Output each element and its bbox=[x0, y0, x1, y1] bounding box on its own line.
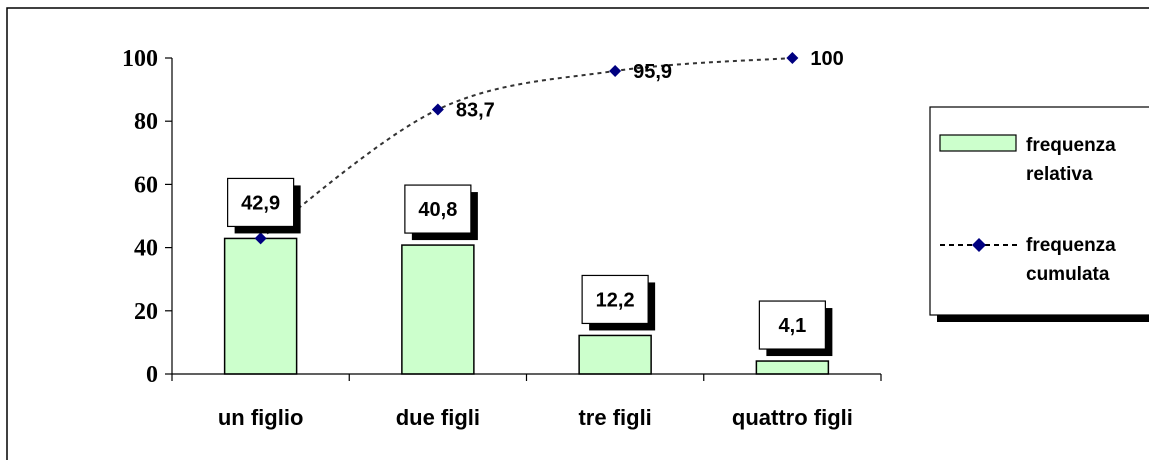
bar-label-box-2 bbox=[581, 274, 649, 325]
legend-label-cumulata-1: frequenza bbox=[1026, 235, 1116, 256]
cumulative-value-label-1: 83,7 bbox=[456, 100, 495, 122]
bar-value-label-3: 4,1 bbox=[778, 315, 806, 337]
line-labels-layer: 83,7 95,9 100 bbox=[456, 48, 844, 122]
legend-marker-cumulata bbox=[972, 238, 986, 252]
bar-2 bbox=[578, 334, 652, 375]
bar-label-box-3 bbox=[758, 300, 826, 350]
legend-label-relativa-2: relativa bbox=[1026, 164, 1093, 185]
y-tick-label-2: 40 bbox=[134, 236, 158, 262]
y-ticks-layer: 0 20 40 60 80 100 bbox=[122, 46, 172, 388]
bar-3 bbox=[755, 360, 830, 375]
bars-layer bbox=[223, 237, 830, 375]
legend: frequenza relativa frequenza cumulata bbox=[929, 106, 1149, 322]
legend-label-relativa-1: frequenza bbox=[1026, 135, 1116, 156]
x-labels-layer: un figlio due figli tre figli quattro figli bbox=[171, 374, 882, 430]
bar-labels-layer: 42,9 40,8 12,2 4,1 bbox=[227, 177, 833, 357]
cumulative-value-label-2: 95,9 bbox=[633, 61, 672, 83]
cumulative-point-2 bbox=[609, 64, 622, 77]
y-tick-label-5: 100 bbox=[122, 46, 158, 72]
cumulative-point-0 bbox=[254, 232, 267, 245]
y-tick-label-0: 0 bbox=[146, 362, 158, 388]
line-layer bbox=[254, 52, 799, 245]
x-category-label-3: quattro figli bbox=[732, 405, 853, 430]
y-tick-label-3: 60 bbox=[134, 172, 158, 198]
cumulative-line bbox=[260, 57, 793, 240]
bar-1 bbox=[401, 244, 475, 375]
cumulative-point-1 bbox=[431, 103, 444, 116]
bar-label-box-1 bbox=[404, 184, 472, 234]
y-tick-label-1: 20 bbox=[134, 299, 158, 325]
bar-label-box-0 bbox=[227, 177, 295, 228]
bar-0 bbox=[223, 237, 298, 375]
bar-value-label-0: 42,9 bbox=[241, 192, 280, 214]
y-tick-label-4: 80 bbox=[134, 109, 158, 135]
cumulative-value-label-3: 100 bbox=[810, 48, 843, 70]
bar-value-label-1: 40,8 bbox=[418, 199, 457, 221]
x-category-label-0: un figlio bbox=[218, 405, 304, 430]
bar-value-label-2: 12,2 bbox=[596, 289, 635, 311]
x-category-label-1: due figli bbox=[396, 405, 480, 430]
legend-swatch-relativa bbox=[939, 134, 1017, 152]
legend-label-cumulata-2: cumulata bbox=[1026, 264, 1110, 285]
cumulative-point-3 bbox=[786, 52, 799, 64]
x-category-label-2: tre figli bbox=[578, 405, 651, 430]
